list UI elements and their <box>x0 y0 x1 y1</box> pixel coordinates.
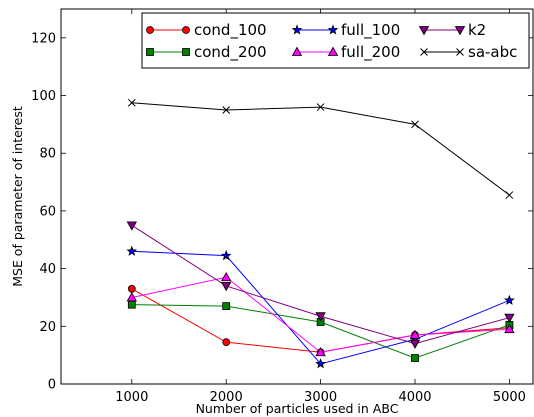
data-point-cond_200 <box>127 300 136 309</box>
legend-marker <box>146 26 154 34</box>
data-point-full_100 <box>126 245 138 256</box>
series-full_200 <box>126 271 515 357</box>
data-point-sa-abc <box>127 98 136 107</box>
y-tick-label: 100 <box>31 89 56 104</box>
data-point-full_200 <box>504 323 515 334</box>
data-point-full_200 <box>221 271 232 282</box>
data-point-k2 <box>504 313 515 323</box>
x-tick-label: 3000 <box>304 390 337 405</box>
legend: cond_100 cond_200 full_100 full_200 k2 sa-abc <box>141 12 530 69</box>
x-tick-label: 4000 <box>398 390 431 405</box>
data-point-k2 <box>315 312 326 322</box>
y-tick-label: 60 <box>39 204 56 219</box>
legend-label: k2 <box>468 21 486 39</box>
legend-marker <box>182 48 190 56</box>
y-axis-label: MSE of parameter of interest <box>10 106 25 287</box>
x-axis-label: Number of particles used in ABC <box>196 401 399 416</box>
legend-marker <box>291 24 303 35</box>
data-point-sa-abc <box>505 191 514 199</box>
legend-box <box>141 12 530 69</box>
legend-marker <box>418 26 430 36</box>
legend-item-full_200: full_200 <box>291 43 400 62</box>
legend-item-full_100: full_100 <box>291 21 400 40</box>
plot-frame <box>60 8 534 385</box>
legend-marker <box>146 48 154 56</box>
legend-item-cond_100: cond_100 <box>146 21 267 40</box>
data-point-cond_100 <box>222 338 231 347</box>
series-layer <box>126 98 515 369</box>
x-tick-label: 5000 <box>493 390 526 405</box>
legend-item-k2: k2 <box>418 21 486 39</box>
data-point-full_200 <box>126 292 137 302</box>
data-point-full_100 <box>220 249 232 261</box>
data-point-cond_200 <box>222 302 231 311</box>
plot-area: 1000 2000 3000 4000 5000 0 20 40 60 80 100 120 <box>31 8 534 405</box>
legend-label: full_200 <box>341 43 400 62</box>
y-tick-label: 40 <box>39 262 56 277</box>
legend-item-sa-abc: sa-abc <box>420 43 517 61</box>
legend-label: cond_100 <box>194 21 267 40</box>
legend-marker <box>327 24 339 35</box>
legend-marker <box>291 46 303 56</box>
data-point-k2 <box>126 221 137 231</box>
y-tick-label: 80 <box>39 147 56 162</box>
x-tick-label: 2000 <box>210 390 243 405</box>
legend-marker <box>182 26 190 34</box>
y-tick-label: 120 <box>31 31 56 46</box>
legend-marker <box>454 26 466 36</box>
legend-label: full_100 <box>341 21 400 40</box>
data-point-cond_200 <box>411 354 419 362</box>
series-sa-abc <box>127 98 514 199</box>
data-point-k2 <box>221 282 232 292</box>
legend-item-cond_200: cond_200 <box>146 43 267 62</box>
x-tick-label: 1000 <box>115 390 148 405</box>
data-point-full_100 <box>504 294 515 305</box>
legend-marker <box>456 48 464 56</box>
data-point-k2 <box>409 339 421 349</box>
legend-marker <box>420 48 428 56</box>
y-tick-label: 20 <box>39 320 56 335</box>
data-point-full_200 <box>315 346 326 357</box>
series-k2 <box>126 221 515 349</box>
data-point-cond_100 <box>127 284 136 293</box>
legend-marker <box>327 46 339 56</box>
legend-label: cond_200 <box>194 43 267 62</box>
data-point-sa-abc <box>316 103 325 111</box>
data-point-sa-abc <box>222 106 231 114</box>
data-point-sa-abc <box>411 120 419 129</box>
data-point-full_200 <box>409 329 421 339</box>
data-point-full_100 <box>315 358 326 369</box>
y-tick-label: 0 <box>48 378 56 393</box>
legend-label: sa-abc <box>468 43 517 61</box>
